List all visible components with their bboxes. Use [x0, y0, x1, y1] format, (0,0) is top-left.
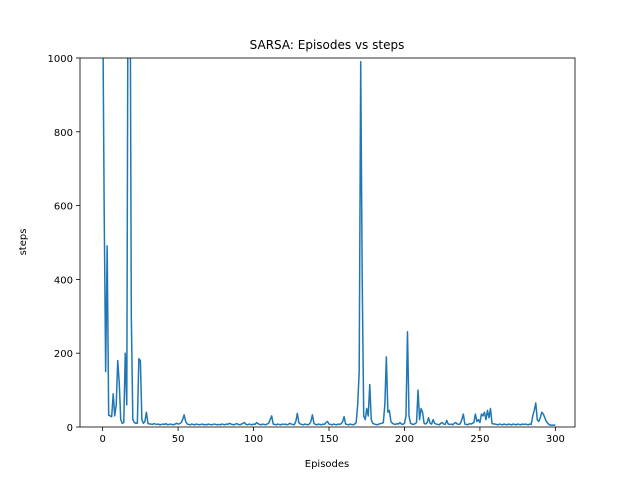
x-tick-label: 100 — [244, 434, 263, 445]
y-tick-label: 0 — [67, 423, 73, 434]
data-line — [102, 58, 556, 426]
axes-frame — [79, 57, 576, 428]
y-tick-label: 400 — [54, 275, 73, 286]
x-tick-label: 0 — [99, 434, 105, 445]
x-tick-label: 250 — [470, 434, 489, 445]
y-tick-label: 200 — [54, 349, 73, 360]
plot-area — [102, 58, 556, 426]
y-tick-label: 600 — [54, 202, 73, 213]
y-tick-label: 800 — [54, 128, 73, 139]
x-tick-label: 300 — [546, 434, 565, 445]
x-tick-label: 50 — [172, 434, 185, 445]
x-tick-label: 200 — [395, 434, 414, 445]
x-axis-label: Episodes — [305, 459, 349, 470]
x-tick-label: 150 — [319, 434, 338, 445]
y-axis-label: steps — [18, 229, 29, 256]
y-tick-label: 1000 — [48, 54, 73, 65]
chart-title: SARSA: Episodes vs steps — [250, 38, 405, 52]
